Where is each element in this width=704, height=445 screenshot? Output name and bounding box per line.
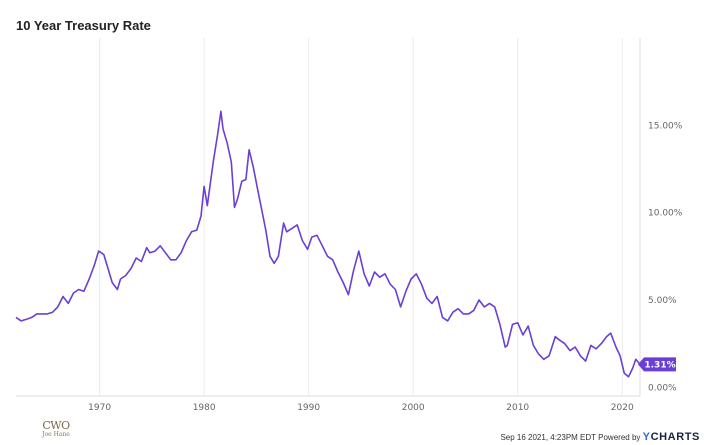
logo-mark: CWO (42, 419, 70, 432)
cwo-logo: CWO Joe Hane (36, 420, 76, 442)
y-tick-label: 0.00% (648, 383, 677, 393)
x-tick-label: 2000 (402, 403, 425, 413)
x-tick-label: 1970 (88, 403, 111, 413)
chart-title: 10 Year Treasury Rate (16, 18, 151, 33)
last-value-badge (638, 357, 676, 372)
x-tick-label: 2010 (506, 403, 529, 413)
y-tick-label: 10.00% (648, 209, 683, 219)
chart-footer: Sep 16 2021, 4:23PM EDT Powered by YCHAR… (500, 431, 700, 443)
y-tick-label: 5.00% (648, 296, 677, 306)
logo-subtext: Joe Hane (42, 431, 70, 438)
ycharts-logo[interactable]: YCHARTS (643, 431, 700, 443)
x-tick-label: 1990 (297, 403, 320, 413)
footer-timestamp: Sep 16 2021, 4:23PM EDT (500, 433, 596, 442)
last-value-badge-layer: 1.31% (638, 357, 676, 372)
series-line (15, 110, 641, 378)
series-line-layer (15, 110, 641, 378)
footer-powered-by: Powered by (598, 433, 641, 442)
tick-label-layer: 1970 1980 1990 2000 2010 2020 0.00% 5.00% 10.00%… (88, 121, 683, 413)
last-value-label: 1.31% (644, 360, 675, 370)
x-tick-label: 2020 (611, 403, 634, 413)
ycharts-logo-y: Y (642, 431, 651, 443)
grid-layer (16, 38, 641, 397)
y-tick-label: 15.00% (648, 121, 683, 131)
ycharts-logo-text: CHARTS (650, 431, 700, 443)
x-tick-label: 1980 (193, 403, 216, 413)
